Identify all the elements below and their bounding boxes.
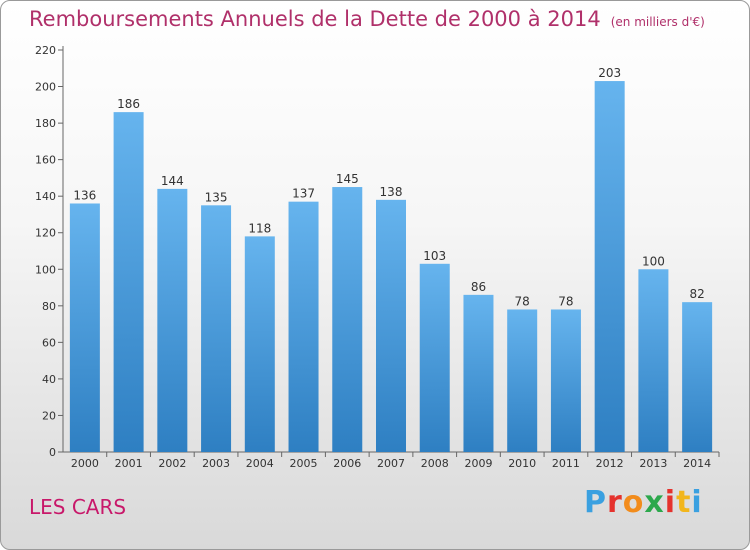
y-tick-label: 80 <box>42 300 56 313</box>
x-tick-label: 2009 <box>464 457 492 470</box>
y-tick-label: 220 <box>35 44 56 57</box>
chart-unit: (en milliers d'€) <box>610 15 705 29</box>
chart-title-text: Remboursements Annuels de la Dette de 20… <box>29 7 601 31</box>
y-tick-label: 180 <box>35 117 56 130</box>
x-tick-label: 2008 <box>421 457 449 470</box>
bar <box>550 309 581 452</box>
x-tick-label: 2004 <box>246 457 274 470</box>
x-tick-label: 2007 <box>377 457 405 470</box>
y-tick-label: 120 <box>35 227 56 240</box>
bar <box>332 187 363 452</box>
logo-letter: i <box>691 485 703 520</box>
bar <box>201 205 232 452</box>
bar <box>463 294 494 452</box>
bar <box>288 201 319 452</box>
bar <box>244 236 275 452</box>
bar <box>507 309 538 452</box>
y-tick-label: 0 <box>49 446 56 459</box>
y-tick-label: 200 <box>35 81 56 94</box>
proxiti-logo: Proxiti <box>584 485 703 520</box>
data-label: 135 <box>205 190 228 204</box>
data-label: 145 <box>336 172 359 186</box>
logo-letter: r <box>607 485 623 520</box>
bar <box>682 302 713 452</box>
y-tick-label: 100 <box>35 263 56 276</box>
town-name: LES CARS <box>29 495 127 519</box>
data-label: 137 <box>292 187 315 201</box>
x-tick-label: 2013 <box>639 457 667 470</box>
chart-title: Remboursements Annuels de la Dette de 20… <box>29 7 705 31</box>
data-label: 203 <box>598 66 621 80</box>
y-tick-label: 20 <box>42 409 56 422</box>
bar <box>113 112 144 453</box>
data-label: 138 <box>380 185 403 199</box>
logo-letter: i <box>664 485 677 520</box>
x-tick-label: 2000 <box>71 457 99 470</box>
data-label: 78 <box>515 294 530 308</box>
data-label: 86 <box>471 280 486 294</box>
bar <box>638 269 669 452</box>
y-tick-label: 40 <box>42 373 56 386</box>
data-label: 136 <box>73 188 96 202</box>
bar <box>157 188 188 452</box>
y-tick-label: 60 <box>42 336 56 349</box>
data-label: 144 <box>161 174 184 188</box>
x-tick-label: 2001 <box>115 457 143 470</box>
data-label: 82 <box>689 287 704 301</box>
logo-letter: t <box>676 485 692 520</box>
data-label: 118 <box>248 221 271 235</box>
x-tick-label: 2005 <box>290 457 318 470</box>
data-label: 186 <box>117 97 140 111</box>
data-label: 100 <box>642 254 665 268</box>
bar <box>419 263 450 452</box>
logo-letter: x <box>644 485 665 520</box>
x-tick-label: 2011 <box>552 457 580 470</box>
x-tick-label: 2010 <box>508 457 536 470</box>
y-tick-label: 140 <box>35 190 56 203</box>
x-tick-label: 2002 <box>158 457 186 470</box>
x-tick-label: 2012 <box>596 457 624 470</box>
bar <box>376 199 406 452</box>
x-tick-label: 2014 <box>683 457 711 470</box>
x-tick-label: 2003 <box>202 457 230 470</box>
bar <box>69 203 100 452</box>
data-label: 78 <box>558 294 573 308</box>
logo-letter: P <box>584 485 607 520</box>
bar <box>594 81 625 453</box>
x-tick-label: 2006 <box>333 457 361 470</box>
data-label: 103 <box>423 249 446 263</box>
y-tick-label: 160 <box>35 154 56 167</box>
logo-letter: o <box>622 485 645 520</box>
